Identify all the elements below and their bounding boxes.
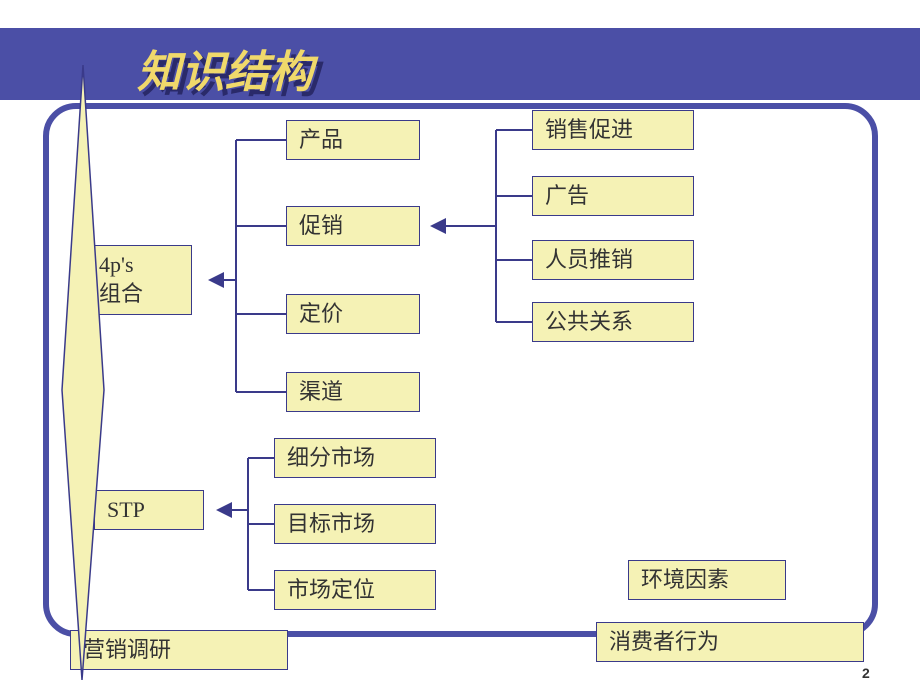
box-segment: 细分市场 <box>274 438 436 478</box>
box-behavior: 消费者行为 <box>596 622 864 662</box>
box-pricing: 定价 <box>286 294 420 334</box>
box-target: 目标市场 <box>274 504 436 544</box>
box-fourP: 4p's 组合 <box>92 245 192 315</box>
box-research: 营销调研 <box>70 630 288 670</box>
box-salesPromo: 销售促进 <box>532 110 694 150</box>
box-stp: STP <box>94 490 204 530</box>
box-position: 市场定位 <box>274 570 436 610</box>
box-product: 产品 <box>286 120 420 160</box>
box-env: 环境因素 <box>628 560 786 600</box>
box-personal: 人员推销 <box>532 240 694 280</box>
box-channel: 渠道 <box>286 372 420 412</box>
box-advert: 广告 <box>532 176 694 216</box>
box-pr: 公共关系 <box>532 302 694 342</box>
page-number: 2 <box>862 665 870 681</box>
box-promotion: 促销 <box>286 206 420 246</box>
